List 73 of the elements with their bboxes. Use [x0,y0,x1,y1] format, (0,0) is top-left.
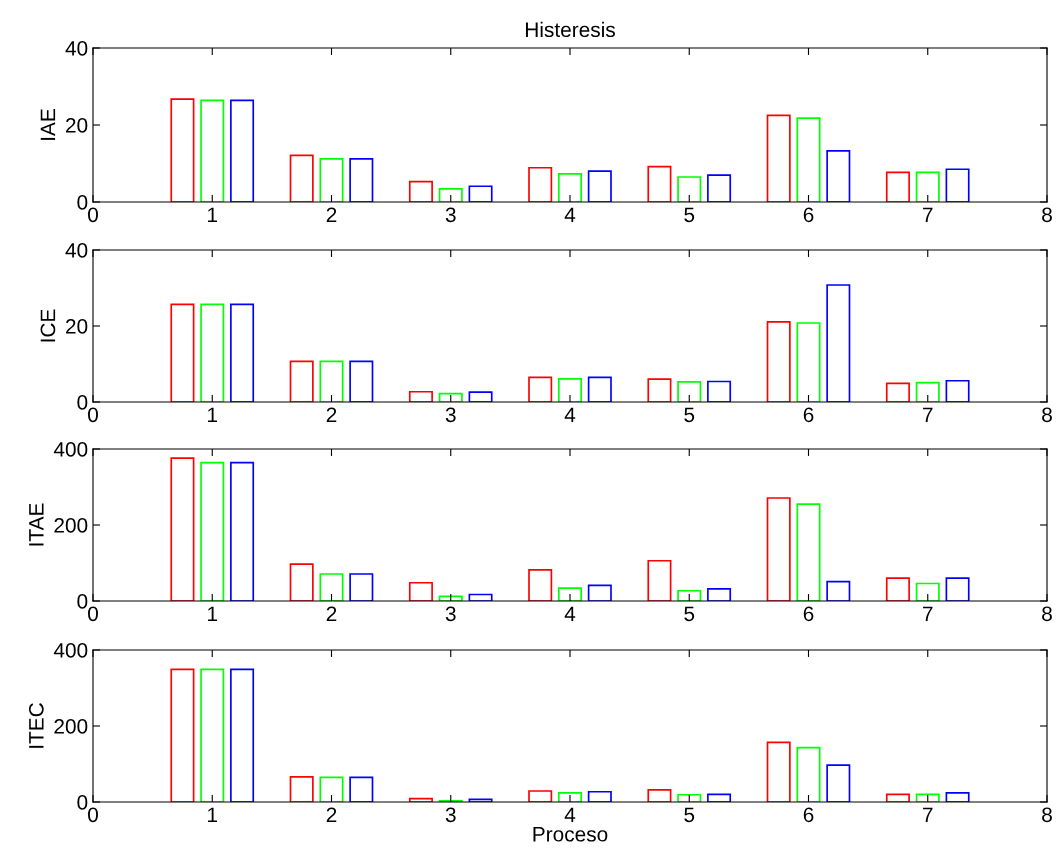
y-tick-label: 20 [66,319,88,334]
bar [230,461,255,601]
x-tick-label: 7 [923,807,933,822]
y-tick-label: 400 [53,442,88,457]
bar [796,503,821,601]
x-tick-label: 3 [445,807,456,823]
bar [200,668,225,802]
x-tick-label: 2 [326,407,337,422]
x-tick-label: 4 [564,207,576,222]
y-tick-label: 0 [77,594,88,609]
y-tick-label: 200 [54,518,88,533]
x-tick-label: 1 [208,606,218,621]
y-axis-title: IAE [40,109,56,140]
x-tick-label: 4 [564,807,576,822]
x-tick-label: 1 [208,407,218,422]
bar [230,99,255,202]
x-tick-label: 5 [684,407,695,423]
x-tick-label: 8 [1042,207,1052,223]
x-tick-label: 7 [923,407,933,422]
x-tick-label: 1 [208,207,218,222]
bar [826,284,851,402]
x-tick-label: 1 [208,807,218,822]
bar [766,497,791,601]
y-tick-label: 200 [54,719,88,734]
x-tick-label: 3 [445,207,456,223]
x-tick-label: 7 [923,606,933,621]
x-tick-label: 0 [88,807,98,823]
y-tick-label: 40 [65,41,88,56]
bar [230,668,255,802]
x-tick-label: 6 [803,606,814,622]
chart-title: Histeresis [525,21,615,38]
bar [200,303,225,402]
y-axis-title: ITAE [29,503,44,546]
x-tick-label: 2 [326,207,337,222]
y-tick-label: 0 [77,795,88,810]
bar [170,668,195,802]
x-tick-label: 2 [326,807,337,822]
bar [766,320,791,402]
x-tick-label: 8 [1042,807,1052,823]
x-tick-label: 0 [88,407,98,423]
bar [230,303,255,402]
x-tick-label: 5 [684,807,695,823]
x-tick-label: 8 [1042,606,1052,622]
x-tick-label: 5 [684,207,695,223]
bar [766,114,791,202]
bar [200,461,225,601]
x-tick-label: 5 [684,606,695,622]
x-tick-label: 4 [564,606,576,621]
x-tick-label: 2 [326,606,337,621]
bar [796,117,821,202]
y-tick-label: 40 [65,243,88,258]
y-axis-title: ICE [40,309,56,342]
bar [796,322,821,402]
bar [170,303,195,402]
x-axis-title: Proceso [533,827,608,842]
x-tick-label: 6 [803,207,814,223]
y-tick-label: 20 [66,118,88,133]
x-tick-label: 3 [445,407,456,423]
bar [200,99,225,202]
x-tick-label: 6 [803,407,814,423]
x-tick-label: 7 [923,207,933,222]
bar [170,98,195,202]
y-axis-title: ITEC [28,703,44,748]
y-tick-label: 0 [77,395,88,410]
x-tick-label: 8 [1042,407,1052,423]
x-tick-label: 3 [445,606,456,622]
x-tick-label: 0 [88,606,98,622]
x-tick-label: 0 [88,207,98,223]
y-tick-label: 400 [53,643,88,658]
y-tick-label: 0 [77,195,88,210]
bar [170,457,195,601]
x-tick-label: 4 [564,407,576,422]
x-tick-label: 6 [803,807,814,823]
